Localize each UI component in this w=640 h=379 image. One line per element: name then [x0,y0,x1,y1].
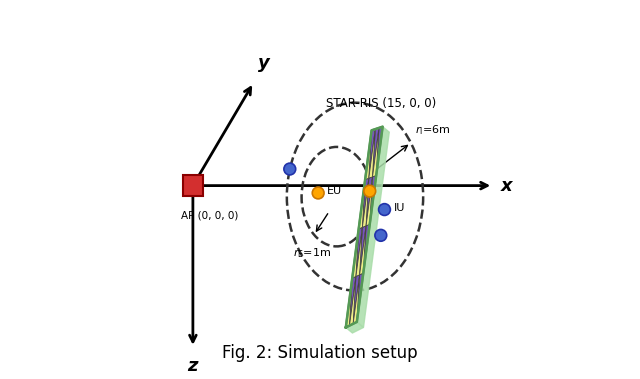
Polygon shape [364,224,370,273]
Text: $\bfit{x}$: $\bfit{x}$ [500,177,515,194]
Polygon shape [356,227,362,277]
Polygon shape [358,180,365,229]
Polygon shape [369,129,375,178]
Polygon shape [352,229,358,278]
Polygon shape [360,226,366,275]
Text: Fig. 2: Simulation setup: Fig. 2: Simulation setup [222,345,418,362]
Text: $r_{\rm I}$=6m: $r_{\rm I}$=6m [415,124,450,137]
Polygon shape [349,277,356,326]
Polygon shape [372,128,379,177]
Polygon shape [370,175,376,224]
Text: EU: EU [328,186,342,196]
Polygon shape [366,177,372,226]
Circle shape [379,204,390,215]
Polygon shape [357,127,389,327]
Polygon shape [360,226,366,275]
Polygon shape [362,178,369,227]
Polygon shape [372,128,379,177]
Polygon shape [365,130,372,180]
Polygon shape [346,322,364,333]
Polygon shape [353,275,360,324]
Text: AP (0, 0, 0): AP (0, 0, 0) [180,211,238,221]
Text: $r_{\rm E}$=1m: $r_{\rm E}$=1m [293,246,332,260]
Circle shape [375,229,387,241]
Text: IU: IU [394,203,405,213]
Text: $\bfit{z}$: $\bfit{z}$ [186,357,199,375]
Circle shape [312,187,324,199]
Text: STAR-RIS (15, 0, 0): STAR-RIS (15, 0, 0) [326,97,436,110]
Polygon shape [369,129,375,178]
FancyBboxPatch shape [182,175,204,196]
Polygon shape [349,277,356,326]
Polygon shape [356,227,362,277]
Circle shape [364,185,376,197]
Polygon shape [346,127,383,327]
Polygon shape [357,273,364,322]
Polygon shape [366,177,372,226]
Polygon shape [376,127,383,175]
Circle shape [284,163,296,175]
Polygon shape [353,275,360,324]
Text: $\bfit{y}$: $\bfit{y}$ [257,56,272,74]
Polygon shape [362,178,369,227]
Polygon shape [346,278,352,327]
